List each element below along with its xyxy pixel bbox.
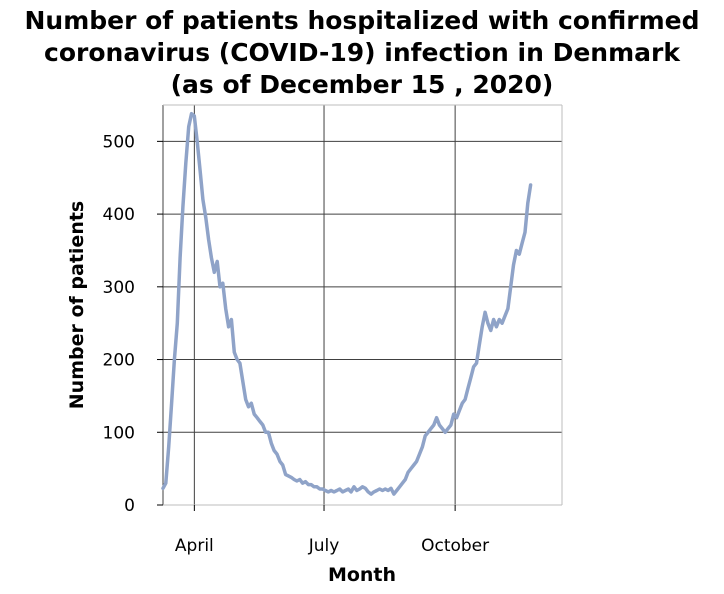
x-axis-ticks: April July October: [175, 505, 489, 556]
y-axis-ticks: 0 100 200 300 400 500: [103, 132, 163, 516]
series-line: [161, 111, 533, 496]
chart-title-line: (as of December 15 , 2020): [171, 70, 554, 99]
y-tick-label: 300: [103, 278, 135, 298]
plot-area: [163, 105, 562, 505]
x-axis-label: Month: [328, 564, 396, 586]
x-tick-label: April: [175, 536, 214, 556]
plot-frame: [162, 104, 563, 506]
chart-title: Number of patients hospitalized with con…: [24, 6, 699, 99]
grid: [163, 105, 562, 505]
y-tick-label: 400: [103, 205, 135, 225]
y-tick-label: 500: [103, 132, 135, 152]
y-tick-label: 0: [124, 496, 135, 516]
chart-title-line: Number of patients hospitalized with con…: [24, 6, 699, 35]
chart-title-line: coronavirus (COVID-19) infection in Denm…: [44, 38, 681, 67]
x-tick-label: July: [308, 536, 340, 556]
series-0-line: [161, 111, 533, 496]
y-tick-label: 200: [103, 351, 135, 371]
x-tick-label: October: [421, 536, 489, 556]
y-axis-label: Number of patients: [66, 201, 88, 409]
y-tick-label: 100: [103, 423, 135, 443]
